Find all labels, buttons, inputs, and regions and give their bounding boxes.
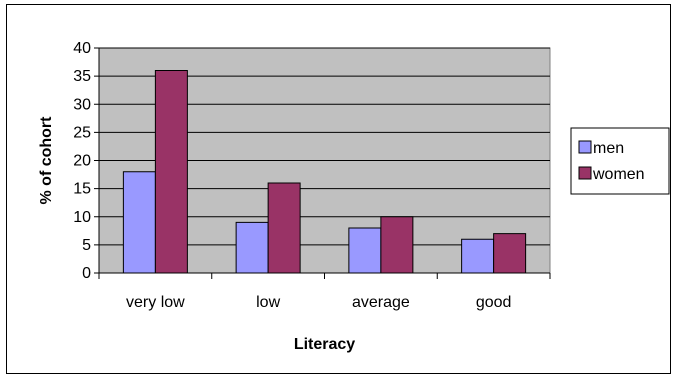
y-tick-label: 0 — [82, 265, 91, 282]
y-tick-label: 5 — [82, 237, 91, 254]
legend-swatch-men — [578, 140, 592, 154]
x-tick-label: very low — [126, 294, 185, 311]
bar-men-0 — [122, 171, 156, 274]
x-tick-label: average — [352, 294, 410, 311]
legend: men women — [570, 127, 670, 195]
legend-label-women: women — [592, 166, 645, 183]
bar-men-3 — [461, 238, 495, 274]
bars — [122, 70, 527, 274]
y-axis-title: % of cohort — [38, 116, 55, 205]
x-tick-label: good — [476, 294, 512, 311]
y-tick-label: 10 — [73, 209, 91, 226]
y-tick-label: 30 — [73, 96, 91, 113]
bar-women-2 — [380, 216, 414, 274]
x-axis: very low low average good — [98, 272, 551, 311]
x-axis-title: Literacy — [294, 336, 355, 353]
y-tick-label: 20 — [73, 153, 91, 170]
bar-men-1 — [235, 221, 269, 274]
legend-box — [570, 127, 670, 195]
y-tick-label: 25 — [73, 124, 91, 141]
legend-label-men: men — [593, 140, 624, 157]
y-tick-label: 40 — [73, 40, 91, 57]
bar-women-0 — [154, 70, 188, 274]
bar-women-3 — [493, 233, 527, 274]
x-tick-label: low — [256, 294, 280, 311]
y-axis: 0 5 10 15 20 25 30 35 40 — [73, 40, 100, 282]
bar-men-2 — [348, 227, 382, 274]
y-tick-label: 35 — [73, 68, 91, 85]
y-tick-label: 15 — [73, 181, 91, 198]
legend-swatch-women — [578, 166, 592, 180]
bar-women-1 — [267, 182, 301, 274]
